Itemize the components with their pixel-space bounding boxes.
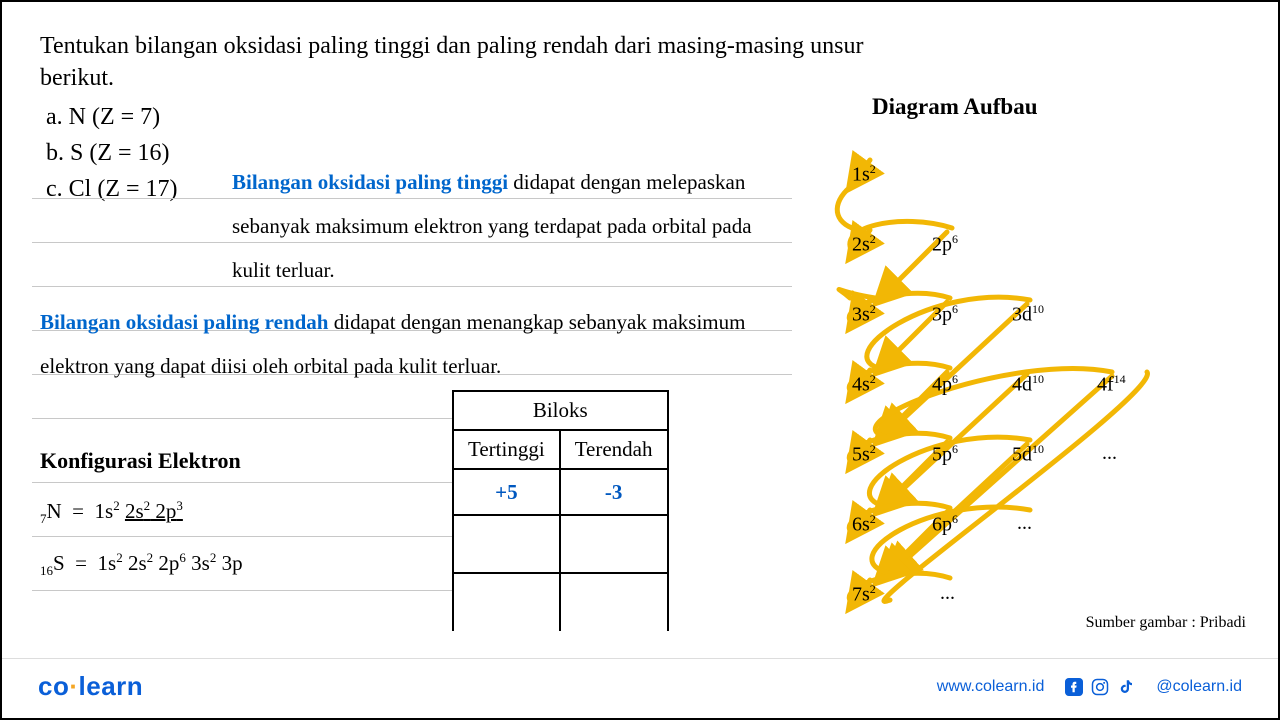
- biloks-table: Biloks Tertinggi Terendah +5 -3: [452, 390, 669, 631]
- logo-learn: learn: [79, 671, 144, 701]
- footer-url: www.colearn.id: [937, 678, 1045, 696]
- orbital-label: 3p6: [932, 302, 958, 327]
- row2-low: [560, 515, 668, 573]
- orbital-label: 3s2: [852, 302, 876, 327]
- footer-handle: @colearn.id: [1156, 678, 1242, 696]
- orbital-label: 5d10: [1012, 442, 1044, 467]
- item-a: a. N (Z = 7): [46, 99, 1240, 135]
- rule-line: [32, 590, 452, 591]
- table-title: Biloks: [453, 391, 668, 430]
- orbital-label: 4p6: [932, 372, 958, 397]
- rule-line: [32, 536, 452, 537]
- image-credit: Sumber gambar : Pribadi: [1086, 614, 1246, 632]
- orbital-label: 5p6: [932, 442, 958, 467]
- exp-high-bold: Bilangan oksidasi paling tinggi: [232, 170, 513, 194]
- col-high: Tertinggi: [453, 430, 560, 469]
- rule-line: [32, 482, 452, 483]
- rule-line: [32, 418, 452, 419]
- orbital-label: 2s2: [852, 232, 876, 257]
- explanation-high: Bilangan oksidasi paling tinggi didapat …: [232, 160, 792, 292]
- prompt-line-1: Tentukan bilangan oksidasi paling tinggi…: [40, 33, 864, 59]
- orbital-label: 7s2: [852, 582, 876, 607]
- orbital-label: 2p6: [932, 232, 958, 257]
- config-heading: Konfigurasi Elektron: [40, 448, 241, 474]
- instagram-icon: [1090, 677, 1110, 697]
- orbital-label: ...: [1102, 442, 1117, 465]
- explanation-low: Bilangan oksidasi paling rendah didapat …: [40, 300, 800, 388]
- orbital-label: 4d10: [1012, 372, 1044, 397]
- row1-low: -3: [560, 469, 668, 515]
- exp-low-bold: Bilangan oksidasi paling rendah: [40, 310, 334, 334]
- aufbau-diagram: 1s2 2s2 2p6 3s2 3p6 3d10 4s2 4p6 4d10 4f14 5s2 5p6 5…: [812, 132, 1252, 612]
- facebook-icon: [1064, 677, 1084, 697]
- orbital-label: 3d10: [1012, 302, 1044, 327]
- prompt-line-2: berikut.: [40, 65, 114, 91]
- orbital-label: 6s2: [852, 512, 876, 537]
- footer: co·learn www.colearn.id @colearn.id: [2, 658, 1278, 718]
- orbital-label: 5s2: [852, 442, 876, 467]
- row3-high: [453, 573, 560, 631]
- question-prompt: Tentukan bilangan oksidasi paling tinggi…: [40, 30, 1240, 95]
- orbital-label: 1s2: [852, 162, 876, 187]
- row1-high: +5: [453, 469, 560, 515]
- brand-logo: co·learn: [38, 671, 143, 702]
- row2-high: [453, 515, 560, 573]
- orbital-label: ...: [1017, 512, 1032, 535]
- orbital-label: 4s2: [852, 372, 876, 397]
- config-nitrogen: 7N = 1s2 2s2 2p3: [40, 498, 183, 527]
- orbital-label: 4f14: [1097, 372, 1126, 397]
- row3-low: [560, 573, 668, 631]
- logo-dot: ·: [69, 671, 78, 701]
- col-low: Terendah: [560, 430, 668, 469]
- orbital-label: 6p6: [932, 512, 958, 537]
- logo-co: co: [38, 671, 69, 701]
- aufbau-title: Diagram Aufbau: [872, 94, 1038, 120]
- social-icons: [1064, 677, 1136, 697]
- orbital-label: ...: [940, 582, 955, 605]
- config-sulfur: 16S = 1s2 2s2 2p6 3s2 3p: [40, 550, 243, 579]
- tiktok-icon: [1116, 677, 1136, 697]
